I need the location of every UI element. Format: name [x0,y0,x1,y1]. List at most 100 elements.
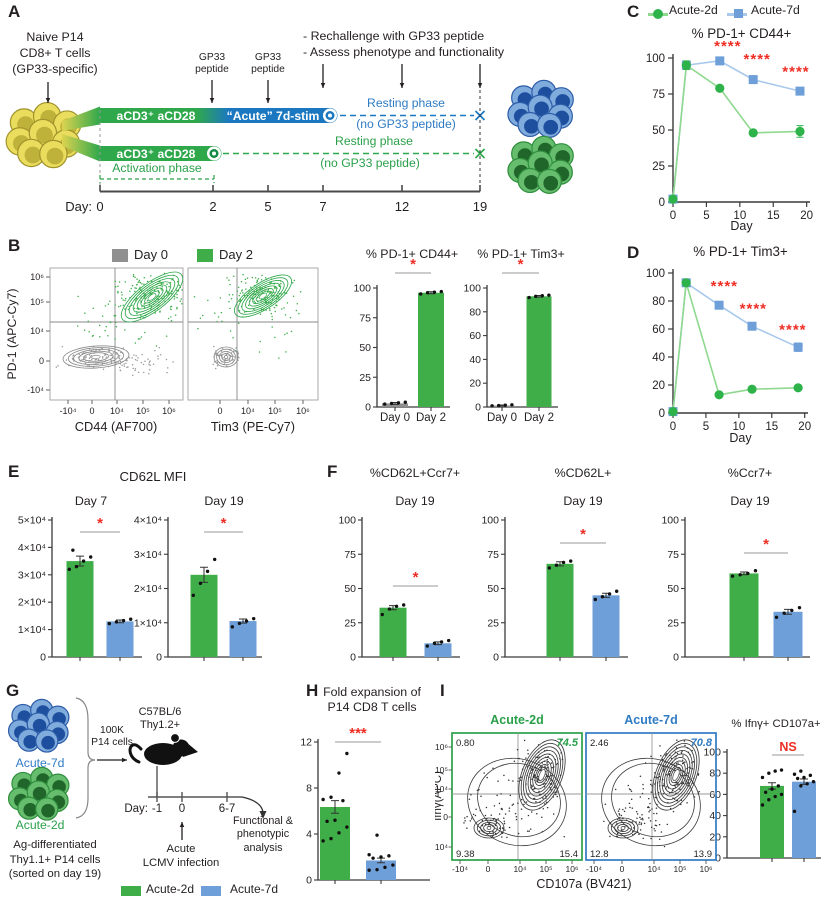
svg-text:Day 19: Day 19 [730,494,769,508]
svg-text:CD107a (BV421): CD107a (BV421) [536,877,631,891]
svg-text:****: **** [714,38,741,55]
svg-text:%CD62L+Ccr7+: %CD62L+Ccr7+ [370,466,460,480]
svg-text:100: 100 [338,515,356,527]
g-day-tick-67: 6-7 [218,803,236,815]
svg-text:12: 12 [300,737,312,749]
svg-text:40: 40 [469,354,481,366]
svg-text:4×10⁴: 4×10⁴ [18,542,46,554]
svg-text:0: 0 [443,812,448,822]
svg-text:0: 0 [39,356,44,366]
svg-text:3×10⁴: 3×10⁴ [134,549,162,561]
svg-text:2×10⁴: 2×10⁴ [134,583,162,595]
panel-label-e: E [8,462,20,481]
svg-text:0: 0 [306,875,312,887]
svg-text:20: 20 [800,210,813,222]
g-day-axis-label: Day: [124,803,148,815]
svg-text:NS: NS [779,740,796,754]
svg-text:Day 19: Day 19 [395,494,434,508]
svg-text:****: **** [711,278,738,295]
panel-g-schematic [7,697,267,840]
resting-phase-green-2: (no GP33 peptide) [320,156,420,170]
svg-text:75: 75 [652,89,665,101]
svg-text:20: 20 [652,380,665,392]
svg-text:0: 0 [156,652,162,664]
svg-text:15: 15 [767,210,780,222]
svg-text:% PD-1+ Tim3+: % PD-1+ Tim3+ [693,244,788,259]
acd3-acd28-bottom-label: aCD3⁺ aCD28 [116,147,196,161]
lcmv-infection-text: Acute LCMV infection [142,843,220,870]
svg-text:0: 0 [715,853,721,865]
gp33-label-2: GP33 peptide [251,52,285,76]
panel-a-schematic [5,64,574,194]
svg-text:Day 19: Day 19 [563,494,602,508]
rechallenge-text: - Rechallenge with GP33 peptide - Assess… [303,29,505,59]
acd3-acd28-top-label: aCD3⁺ aCD28 [116,109,196,123]
svg-text:PD-1 (APC-Cy7): PD-1 (APC-Cy7) [5,289,19,380]
svg-text:75: 75 [344,549,356,561]
analysis-text: Functional & phenotypic analysis [232,815,294,854]
resting-phase-blue-2: (no GP33 peptide) [356,117,456,131]
svg-text:74.5: 74.5 [557,737,579,749]
legend-label-acute7d: Acute-7d [751,3,800,17]
svg-text:12.8: 12.8 [590,849,609,860]
svg-text:50: 50 [487,583,499,595]
svg-text:0: 0 [475,402,481,414]
svg-text:Day: Day [729,431,752,445]
svg-text:0: 0 [670,421,676,433]
svg-text:%CD62L+: %CD62L+ [555,466,612,480]
svg-text:100: 100 [646,53,665,65]
svg-text:10⁴: 10⁴ [110,406,124,416]
svg-text:*: * [221,515,227,532]
svg-text:*: * [763,536,769,553]
svg-text:10⁶: 10⁶ [296,406,310,416]
svg-text:0: 0 [673,652,679,664]
svg-text:2×10⁴: 2×10⁴ [18,597,46,609]
g-day-tick-m1: -1 [151,803,163,815]
svg-text:****: **** [779,322,806,339]
bottom-legend-swatch-acute2d [121,886,141,896]
resting-phase-green: Resting phase [335,134,413,148]
resting-phase-blue: Resting phase [367,96,445,110]
panel-label-c: C [627,2,640,21]
svg-text:15: 15 [765,421,778,433]
svg-text:P14 CD8 T cells: P14 CD8 T cells [327,700,416,714]
svg-text:0: 0 [40,652,46,664]
svg-text:4: 4 [306,829,312,841]
svg-text:25: 25 [487,617,499,629]
panel-label-g: G [6,681,20,700]
svg-text:5: 5 [703,421,709,433]
svg-text:10: 10 [733,210,746,222]
svg-text:Tim3 (PE-Cy7): Tim3 (PE-Cy7) [211,419,295,434]
svg-text:1×10⁴: 1×10⁴ [134,617,162,629]
svg-text:CD44 (AF700): CD44 (AF700) [75,419,158,434]
svg-text:100: 100 [353,283,371,295]
svg-text:100: 100 [661,515,679,527]
legend-marker-acute2d [653,9,663,19]
svg-text:Day 0: Day 0 [380,412,410,424]
svg-text:4×10⁴: 4×10⁴ [134,515,162,527]
svg-text:1×10⁴: 1×10⁴ [18,624,46,636]
svg-text:***: *** [349,725,367,742]
svg-text:0.80: 0.80 [456,738,475,749]
panel-e-bar-charts: Day 7 0 1×10⁴ 2×10⁴ 3×10⁴ 4×10⁴ 5×10⁴ * Day 19 0 1… [18,494,262,664]
svg-text:10⁶: 10⁶ [435,742,448,752]
panel-label-a: A [8,2,21,21]
legend-swatch-day2 [197,249,213,262]
svg-text:100: 100 [463,283,481,295]
transfer-text: 100K P14 cells [91,725,133,749]
svg-text:10⁴: 10⁴ [30,326,44,336]
g-day-tick-0: 0 [178,803,186,815]
bottom-legend-label-acute7d: Acute-7d [230,882,279,896]
day-tick-5: 5 [264,199,272,214]
svg-text:25: 25 [667,617,679,629]
svg-text:0: 0 [670,210,676,222]
day-tick-12: 12 [394,199,410,214]
svg-text:10⁵: 10⁵ [435,765,448,775]
svg-text:% PD-1+ Tim3+: % PD-1+ Tim3+ [477,247,564,261]
bottom-legend-swatch-acute7d [201,886,221,896]
cd62l-mfi-title: CD62L MFI [119,469,187,484]
svg-text:0: 0 [350,652,356,664]
